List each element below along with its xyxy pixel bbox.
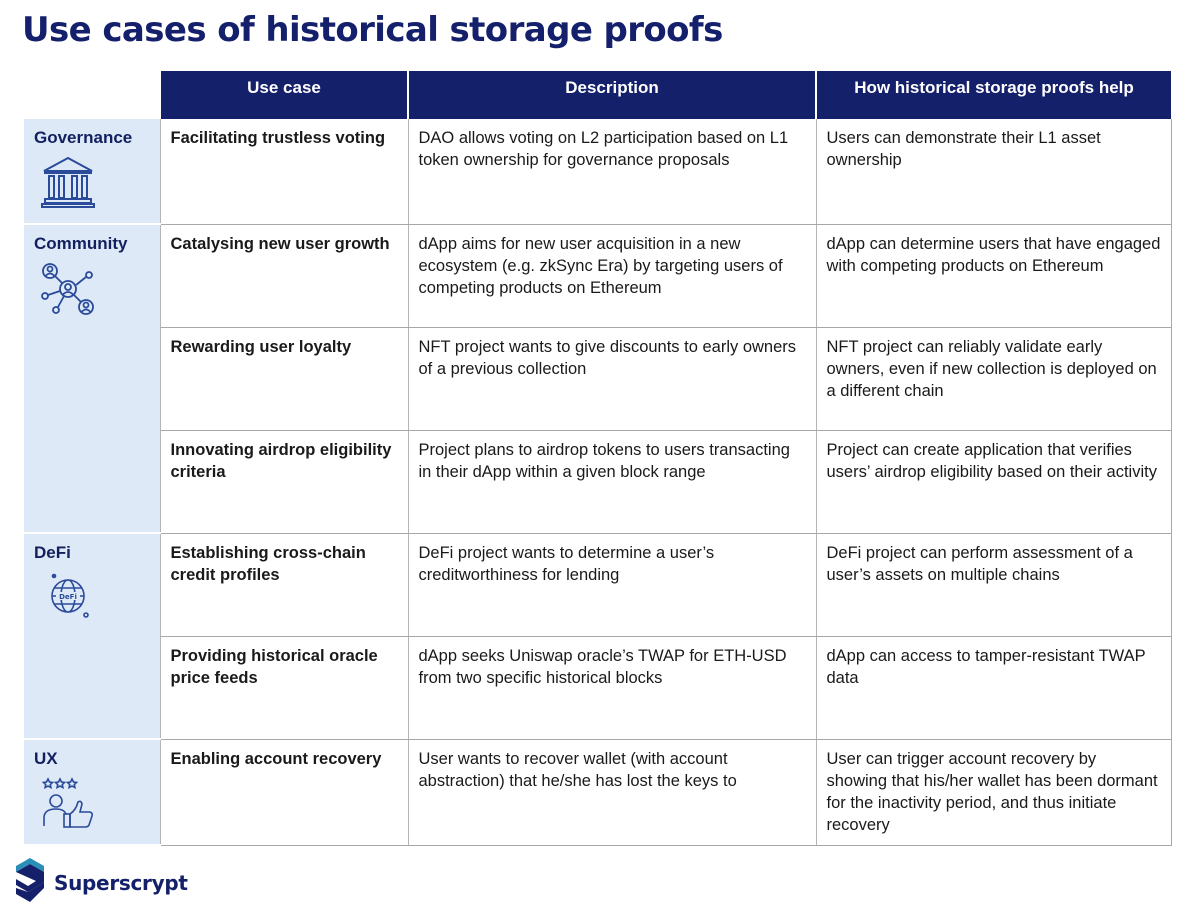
- category-label: UX: [34, 749, 58, 768]
- header-blank-cell: [24, 71, 160, 119]
- table-row: DeFi DeFi Establishing cross-chain credi…: [24, 533, 1172, 740]
- category-cell-governance: Governance: [24, 119, 161, 225]
- table-row: Governance Facilitating trustless voting…: [24, 119, 1172, 225]
- category-cell-ux: UX: [24, 739, 161, 846]
- category-label: Community: [34, 234, 128, 253]
- use-case-cell: Providing historical oracle price feeds: [159, 636, 409, 740]
- use-case-cell: Establishing cross-chain credit profiles: [159, 533, 409, 637]
- help-cell: dApp can determine users that have engag…: [815, 224, 1172, 328]
- use-case-cell: Facilitating trustless voting: [159, 119, 409, 225]
- description-cell: DeFi project wants to determine a user’s…: [407, 533, 817, 637]
- description-cell: Project plans to airdrop tokens to users…: [407, 430, 817, 534]
- superscrypt-logo-icon: [14, 856, 46, 909]
- use-case-cell: Catalysing new user growth: [159, 224, 409, 328]
- category-cell-community: Community: [24, 224, 161, 534]
- table-header-row: Use case Description How historical stor…: [24, 71, 1171, 119]
- help-cell: Project can create application that veri…: [815, 430, 1172, 534]
- help-cell: DeFi project can perform assessment of a…: [815, 533, 1172, 637]
- logo-wordmark: Superscrypt: [54, 870, 188, 895]
- superscrypt-logo: Superscrypt: [14, 856, 188, 909]
- column-header-description: Description: [407, 71, 816, 119]
- description-cell: DAO allows voting on L2 participation ba…: [407, 119, 817, 225]
- description-cell: dApp aims for new user acquisition in a …: [407, 224, 817, 328]
- description-cell: NFT project wants to give discounts to e…: [407, 327, 817, 431]
- svg-text:DeFi: DeFi: [59, 593, 77, 601]
- use-case-cell: Innovating airdrop eligibility criteria: [159, 430, 409, 534]
- help-cell: Users can demonstrate their L1 asset own…: [815, 119, 1172, 225]
- table-row: Community Catalysing new user growth dAp…: [24, 224, 1172, 534]
- help-cell: NFT project can reliably validate early …: [815, 327, 1172, 431]
- description-cell: dApp seeks Uniswap oracle’s TWAP for ETH…: [407, 636, 817, 740]
- help-cell: dApp can access to tamper-resistant TWAP…: [815, 636, 1172, 740]
- users-network-icon: [40, 261, 150, 325]
- thumbs-up-rating-icon: [40, 776, 150, 836]
- defi-globe-icon: DeFi: [40, 570, 150, 630]
- table-row: Providing historical oracle price feeds …: [24, 636, 1172, 740]
- description-cell: User wants to recover wallet (with accou…: [407, 739, 817, 846]
- help-cell: User can trigger account recovery by sho…: [815, 739, 1172, 846]
- use-case-cell: Rewarding user loyalty: [159, 327, 409, 431]
- government-building-icon: [40, 155, 150, 215]
- column-header-use-case: Use case: [159, 71, 408, 119]
- use-case-cell: Enabling account recovery: [159, 739, 409, 846]
- category-label: Governance: [34, 128, 133, 147]
- category-label: DeFi: [34, 543, 71, 562]
- table-row: UX Enabling account recovery User wants …: [24, 739, 1172, 846]
- column-header-how-proofs-help: How historical storage proofs help: [815, 71, 1171, 119]
- category-cell-defi: DeFi DeFi: [24, 533, 161, 740]
- table-row: Innovating airdrop eligibility criteria …: [24, 430, 1172, 534]
- table-row: Rewarding user loyalty NFT project wants…: [24, 327, 1172, 431]
- page-title: Use cases of historical storage proofs: [22, 10, 723, 50]
- use-cases-table: Use case Description How historical stor…: [24, 71, 1172, 846]
